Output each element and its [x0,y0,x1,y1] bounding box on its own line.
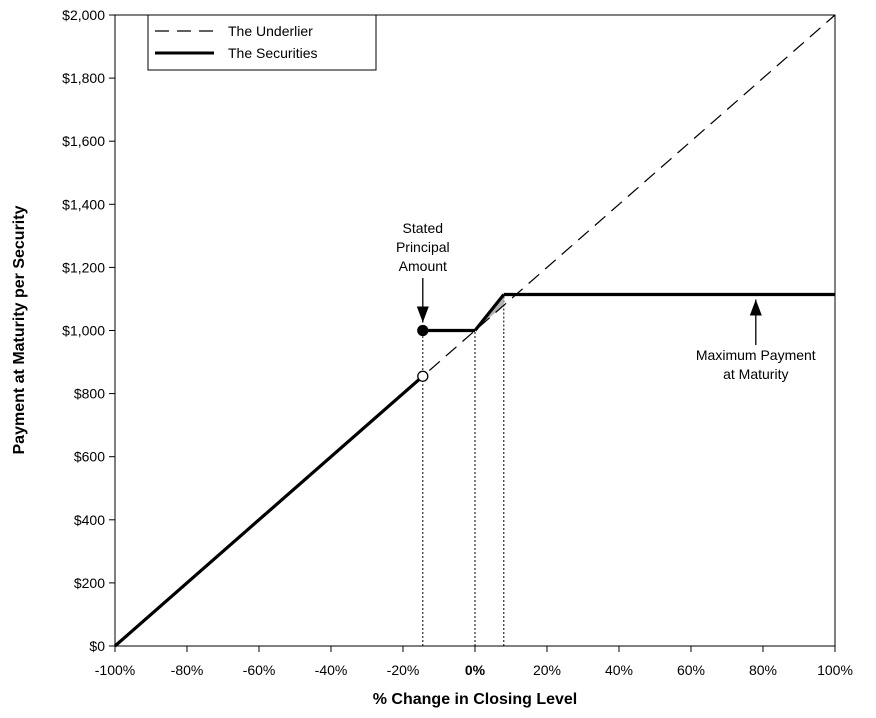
annotation-arrow-head [749,299,762,316]
x-tick-label: -80% [171,662,204,678]
series-securities-segment [473,293,506,332]
annotation-stated-principal-text: Amount [399,258,447,274]
legend-box [147,14,377,71]
y-tick-label: $2,000 [62,7,105,23]
y-tick-label: $1,000 [62,323,105,339]
y-tick-label: $1,400 [62,196,105,212]
legend: The Underlier The Securities [147,14,377,71]
y-tick-label: $1,800 [62,70,105,86]
x-tick-label: 0% [465,662,486,678]
series-securities-segment [113,375,424,648]
x-tick-label: -20% [387,662,420,678]
marker-open [417,370,429,382]
annotation-arrow-head [416,306,429,323]
x-axis-title: % Change in Closing Level [373,691,577,708]
reference-lines [422,294,505,646]
y-tick-label: $200 [74,575,105,591]
legend-underlier-label: The Underlier [228,23,313,39]
annotation-stated-principal-text: Stated [403,220,443,236]
series-layer [113,14,836,648]
y-tick-label: $0 [89,638,105,654]
legend-securities-label: The Securities [228,45,317,61]
x-tick-label: 40% [605,662,633,678]
y-tick-label: $600 [74,449,105,465]
x-tick-label: 80% [749,662,777,678]
annotation-max-payment-text: at Maturity [723,366,788,382]
x-tick-label: -100% [95,662,135,678]
x-tick-label: 100% [817,662,853,678]
annotation-max-payment-text: Maximum Payment [696,347,816,363]
x-tick-label: 60% [677,662,705,678]
y-axis-title: Payment at Maturity per Security [11,205,28,454]
y-tick-label: $1,200 [62,259,105,275]
y-tick-label: $800 [74,386,105,402]
annotations-layer: Stated Principal Amount Maximum Payment at M… [396,220,816,382]
annotation-stated-principal-text: Principal [396,239,450,255]
y-tick-label: $1,600 [62,133,105,149]
markers-layer [417,324,429,382]
x-tick-label: -60% [243,662,276,678]
y-tick-label: $400 [74,512,105,528]
x-tick-label: 20% [533,662,561,678]
marker-filled [417,324,429,337]
axis-ticks: $0 $200 $400 $600 $800 $1,000 $1,200 $1,400 $1,6… [62,7,853,678]
x-tick-label: -40% [315,662,348,678]
